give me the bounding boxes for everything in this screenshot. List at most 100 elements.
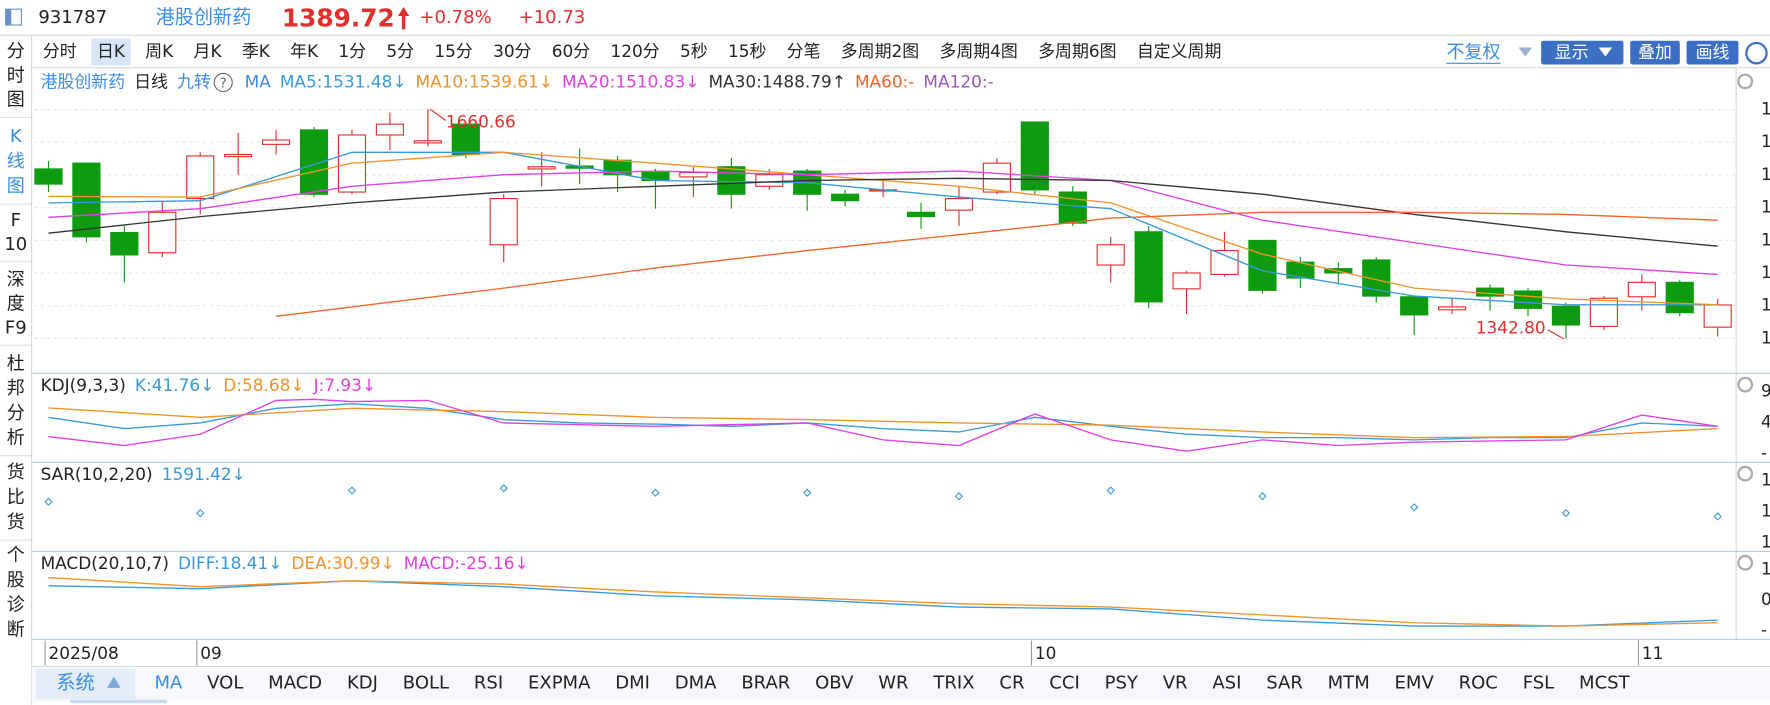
candle-body (1248, 239, 1277, 291)
candle-body (1665, 281, 1694, 314)
indicator-tab[interactable]: VOL (207, 672, 243, 693)
legend-entry: 1591.42↓ (162, 464, 246, 484)
legend-entry: MA10:1539.61↓ (416, 71, 553, 91)
indicator-tab[interactable]: ASI (1212, 672, 1241, 693)
indicator-tab[interactable]: CR (999, 672, 1024, 693)
window-icon-fill (5, 9, 12, 25)
indicator-tab[interactable]: DMA (675, 672, 717, 693)
indicator-tab[interactable]: MTM (1328, 672, 1370, 693)
indicator-tab[interactable]: EMV (1395, 672, 1435, 693)
series-line (48, 151, 1718, 306)
candle-body (1551, 305, 1581, 326)
indicator-tab[interactable]: MA (154, 672, 183, 693)
period-tab[interactable]: 年K (290, 41, 319, 61)
button-label[interactable]: 画线 (1696, 42, 1730, 62)
indicator-tab[interactable]: OBV (815, 672, 854, 693)
period-tab[interactable]: 5分 (386, 41, 414, 61)
side-tab[interactable]: 深度 F9 (5, 270, 27, 339)
refresh-icon[interactable] (1745, 41, 1768, 65)
indicator-tab[interactable]: KDJ (347, 672, 378, 693)
system-tab[interactable]: 系统 (56, 671, 94, 694)
indicator-tab[interactable]: BRAR (741, 672, 790, 693)
panel-title: SAR(10,2,20) (41, 464, 153, 484)
indicator-tab[interactable]: WR (878, 672, 908, 693)
side-tab[interactable]: 杜邦分析 (7, 353, 25, 448)
indicator-tab[interactable]: CCI (1049, 672, 1079, 693)
series-line (48, 403, 1718, 441)
indicator-tab[interactable]: SAR (1266, 672, 1303, 693)
period-tab[interactable]: 1分 (338, 41, 366, 61)
period-tab[interactable]: 60分 (552, 41, 591, 61)
indicator-tab[interactable]: VR (1163, 672, 1188, 693)
period-tab[interactable]: 自定义周期 (1137, 41, 1222, 61)
period-tab[interactable]: 15分 (434, 41, 473, 61)
legend-entry: D:58.68↓ (223, 375, 304, 395)
indicator-tab[interactable]: EXPMA (528, 672, 591, 693)
indicator-tab[interactable]: BOLL (403, 672, 449, 693)
indicator-tab[interactable]: FSL (1523, 672, 1555, 693)
period-active (91, 38, 131, 66)
indicator-tab[interactable]: TRIX (932, 672, 974, 693)
axis-label: 1 (1761, 197, 1770, 217)
indicator-tab[interactable]: PSY (1105, 672, 1139, 693)
settings-icon[interactable] (1737, 465, 1754, 482)
date-label: 09 (200, 643, 222, 663)
axis-label: 1 (1761, 295, 1770, 315)
indicator-tab[interactable]: MCST (1579, 672, 1631, 693)
period-tab[interactable]: 多周期6图 (1038, 41, 1116, 61)
button[interactable] (1686, 40, 1739, 65)
date-label: 10 (1035, 643, 1057, 663)
button[interactable] (1630, 40, 1680, 65)
legend-entry: MA5:1531.48↓ (280, 71, 407, 91)
axis-label: 1 (1761, 469, 1770, 489)
candle-body (1096, 244, 1125, 266)
candle-body (1589, 297, 1618, 327)
period-tab[interactable]: 周K (145, 41, 174, 61)
settings-icon[interactable] (1737, 376, 1754, 393)
candle-body (224, 153, 253, 158)
period-tab[interactable]: 分时 (43, 41, 77, 61)
sar-dot (1410, 503, 1419, 512)
side-tab[interactable]: 货比货 (7, 462, 25, 533)
period-tab[interactable]: 季K (242, 41, 271, 61)
side-tab[interactable]: F 10 (4, 210, 27, 255)
side-tab[interactable]: 个股诊断 (7, 545, 25, 640)
period-tab[interactable]: 日K (97, 41, 126, 61)
indicator-tab[interactable]: MACD (268, 672, 322, 693)
indicator-tab[interactable]: DMI (615, 672, 650, 693)
sar-dot (1106, 486, 1115, 495)
legend-label: MA (245, 71, 272, 91)
period-tab[interactable]: 30分 (493, 41, 532, 61)
settings-icon[interactable] (1737, 554, 1754, 571)
period-tab[interactable]: 15秒 (728, 41, 767, 61)
axis-label: 0 (1761, 589, 1770, 609)
side-tab[interactable]: K 线图 (7, 126, 25, 197)
date-label: 11 (1642, 643, 1664, 663)
legend-entry: MACD:-25.16↓ (404, 553, 529, 573)
period-tab[interactable]: 多周期2图 (841, 41, 919, 61)
candle-body (906, 211, 936, 218)
high-pointer (429, 108, 447, 121)
period-tab[interactable]: 多周期4图 (939, 41, 1017, 61)
restore-rights[interactable]: 不复权 (1446, 42, 1500, 63)
series-line (48, 151, 1718, 306)
indicator-tab[interactable]: ROC (1459, 672, 1498, 693)
legend-entry: DIFF:18.41↓ (178, 553, 282, 573)
period-tab[interactable]: 5秒 (680, 41, 708, 61)
system-tab-bg[interactable] (36, 668, 136, 700)
stock-code: 931787 (38, 7, 107, 28)
button-label[interactable]: 叠加 (1638, 42, 1672, 62)
button-label[interactable]: 显示 (1555, 42, 1589, 62)
legend-entry: J:7.93↓ (313, 375, 377, 395)
period-tab[interactable]: 120分 (611, 41, 660, 61)
settings-icon[interactable] (1737, 73, 1754, 90)
indicator-tab[interactable]: RSI (474, 672, 503, 693)
legend-entry: MA120:- (923, 71, 993, 91)
period-tab[interactable]: 分笔 (787, 41, 821, 61)
period-tab[interactable]: 月K (194, 41, 223, 61)
candle-body (375, 123, 404, 136)
side-tab[interactable]: 分时图 (7, 41, 25, 111)
button[interactable] (1541, 40, 1624, 65)
